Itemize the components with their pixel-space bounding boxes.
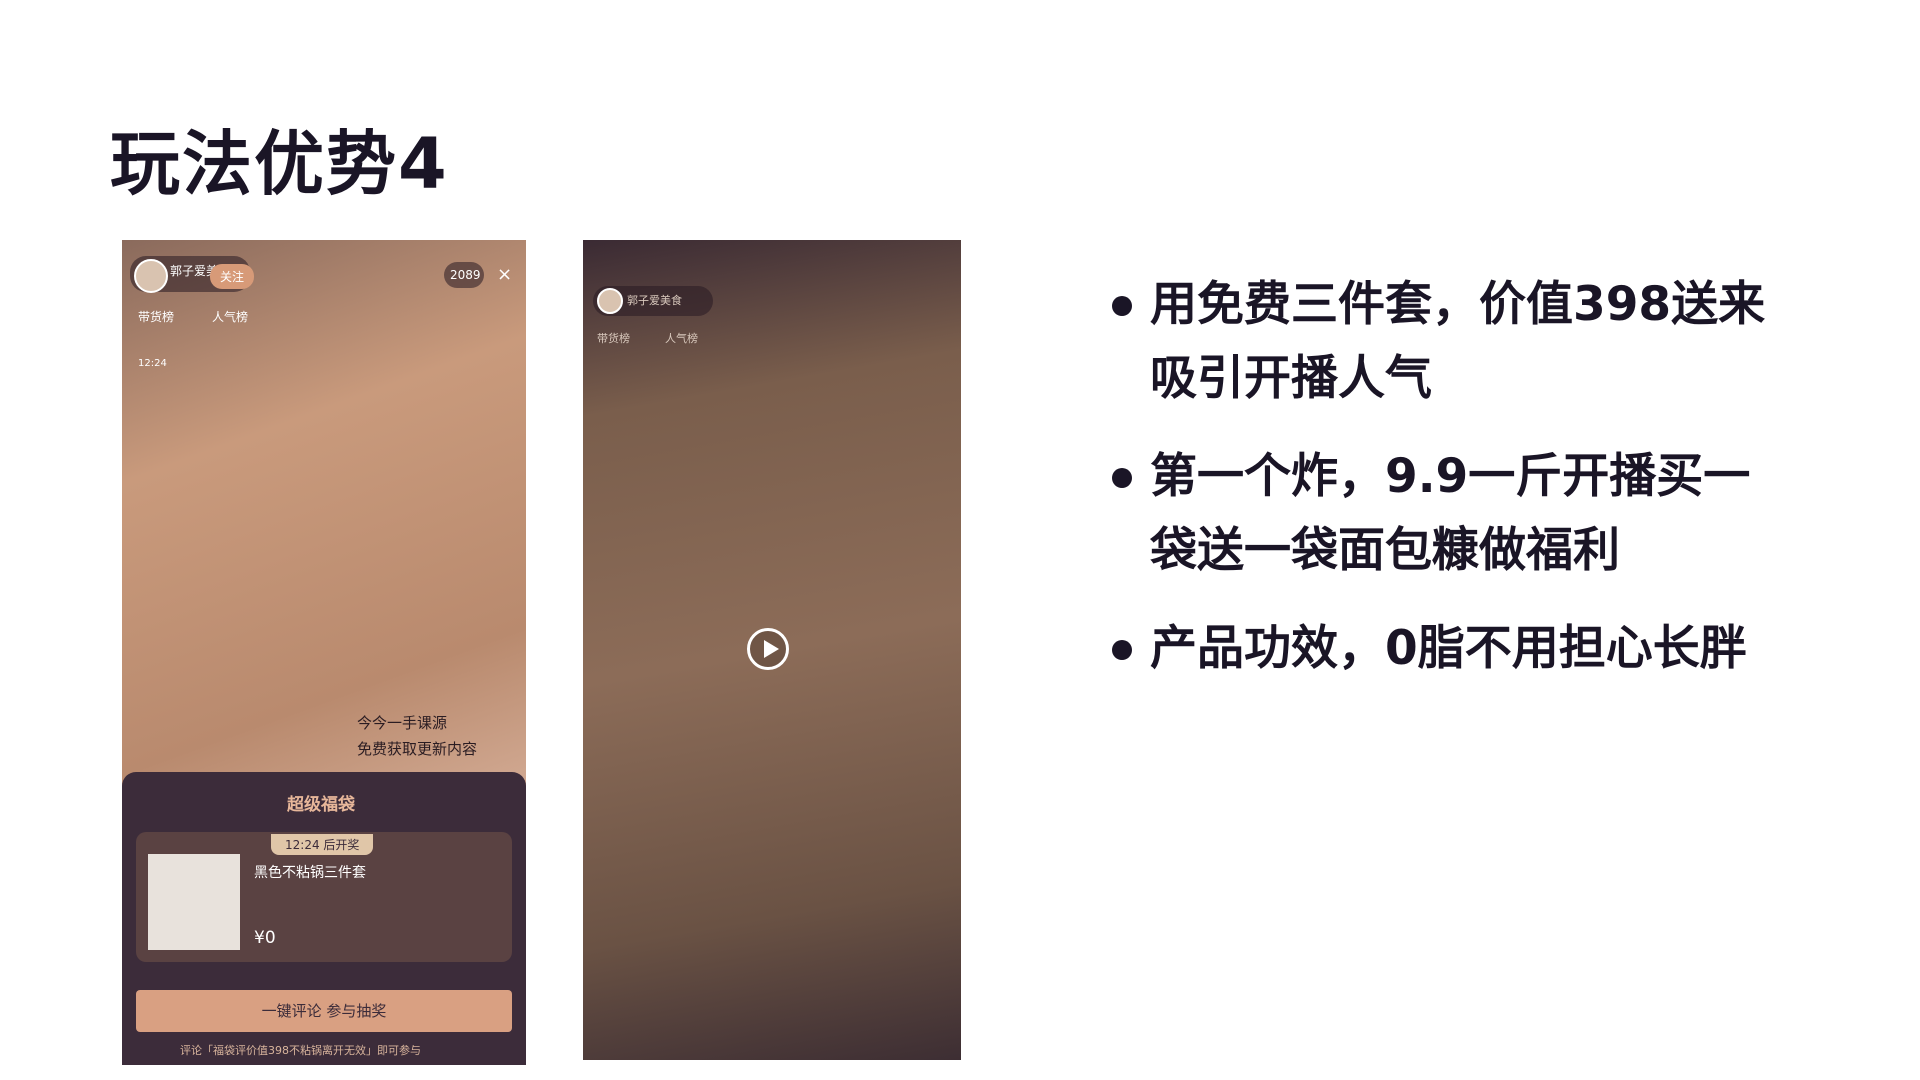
close-icon: × bbox=[497, 264, 513, 285]
bullet: 产品功效，0脂不用担心长胖 bbox=[1112, 612, 1770, 686]
price: ¥0 bbox=[254, 928, 276, 948]
viewer-count: 2089 bbox=[450, 268, 481, 282]
overlay-line: 免费获取更新内容 bbox=[357, 740, 478, 758]
draw-time: 12:24 后开奖 bbox=[271, 834, 374, 855]
bullet-list: 用免费三件套，价值398送来吸引开播人气 第一个炸，9.9一斤开播买一袋送一袋面… bbox=[1112, 268, 1792, 710]
panel-note: 评论「福袋评价值398不粘锅离开无效」即可参与 bbox=[180, 1044, 421, 1057]
bullet: 用免费三件套，价值398送来吸引开播人气 bbox=[1112, 268, 1770, 416]
bullet: 第一个炸，9.9一斤开播买一袋送一袋面包糠做福利 bbox=[1112, 440, 1770, 588]
timer: 12:24 bbox=[138, 358, 167, 369]
join-button[interactable]: 一键评论 参与抽奖 bbox=[136, 990, 512, 1032]
panel-title: 超级福袋 bbox=[287, 795, 355, 815]
live-screenshot: 郭子爱美食 关注 2089 × 带货榜 人气榜 12:24 今今一手课源 免费获… bbox=[122, 240, 526, 1065]
overlay-text: 今今一手课源 免费获取更新内容 bbox=[357, 710, 477, 762]
tab: 人气榜 bbox=[212, 310, 249, 324]
play-button[interactable] bbox=[747, 628, 789, 670]
avatar bbox=[597, 288, 623, 314]
streamer-name: 郭子爱美食 bbox=[627, 294, 682, 307]
follow-button: 关注 bbox=[210, 264, 255, 289]
tab: 人气榜 bbox=[665, 332, 698, 345]
viewer-pill bbox=[444, 262, 484, 288]
product-name: 黑色不粘锅三件套 bbox=[254, 865, 366, 881]
video-screenshot: 郭子爱美食 带货榜 人气榜 bbox=[583, 240, 961, 1060]
product-image bbox=[148, 854, 240, 950]
slide-title: 玩法优势4 bbox=[110, 123, 449, 205]
lucky-bag-panel: 超级福袋 12:24 后开奖 黑色不粘锅三件套 ¥0 一键评论 参与抽奖 评论「… bbox=[122, 772, 526, 1065]
tab: 带货榜 bbox=[138, 310, 175, 324]
tab: 带货榜 bbox=[597, 332, 630, 345]
prize-card: 12:24 后开奖 黑色不粘锅三件套 ¥0 bbox=[136, 832, 512, 962]
overlay-line: 今今一手课源 bbox=[357, 714, 448, 732]
avatar bbox=[134, 259, 168, 293]
